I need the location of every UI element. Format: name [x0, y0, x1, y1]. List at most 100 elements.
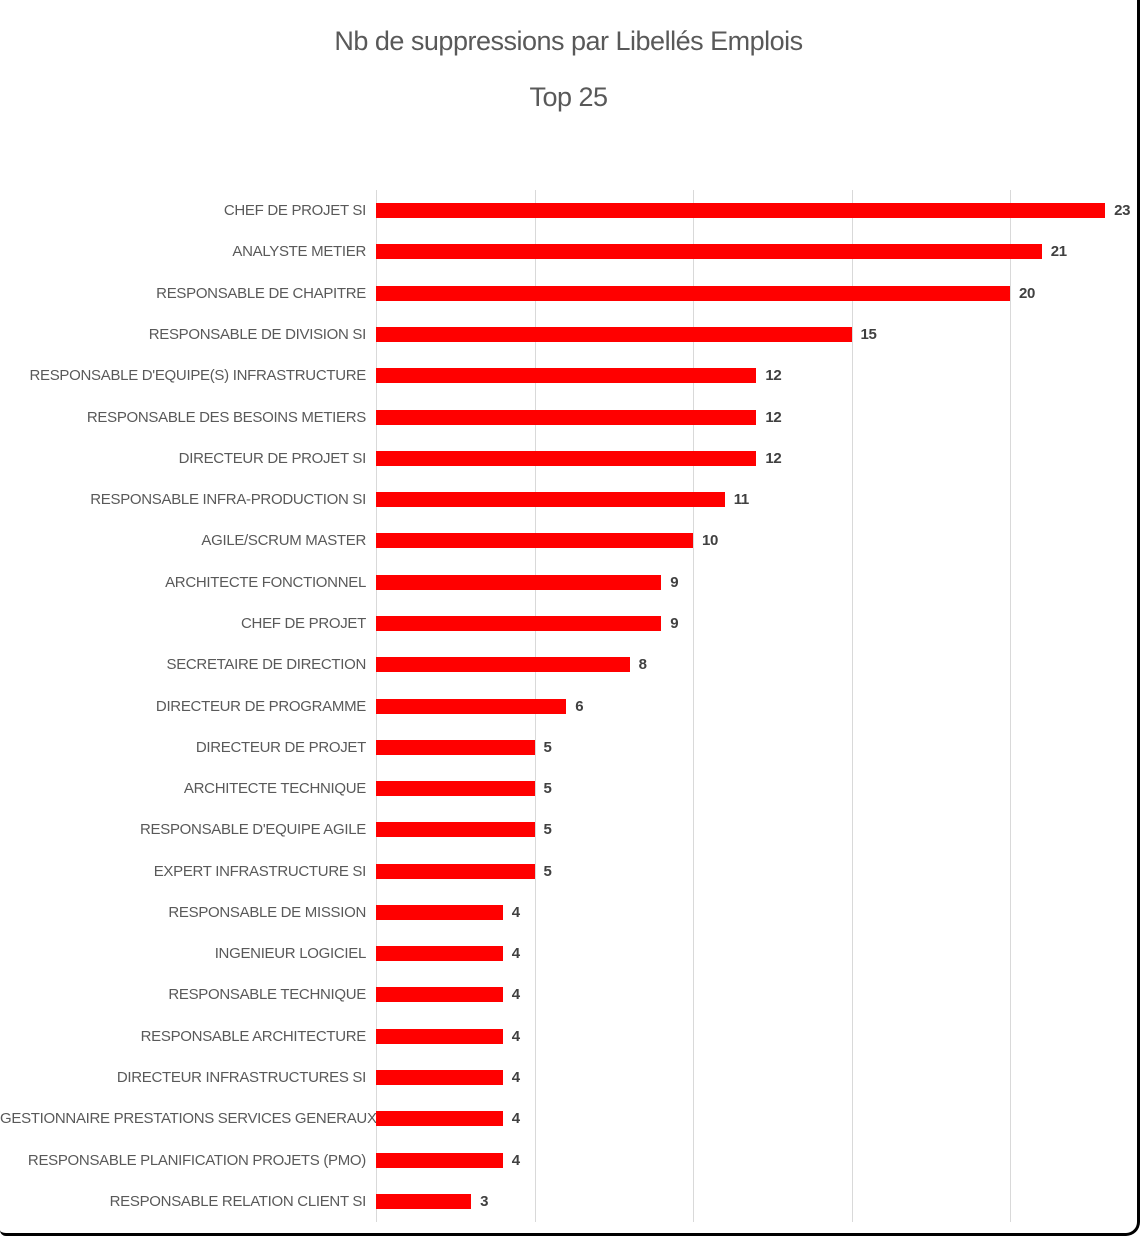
value-label: 20 — [1019, 284, 1036, 302]
bar-row: CHEF DE PROJET 9 — [0, 603, 1130, 644]
bar-row: RESPONSABLE TECHNIQUE 4 — [0, 974, 1130, 1015]
bar-row: ANALYSTE METIER 21 — [0, 231, 1130, 272]
bar-track: 4 — [376, 933, 1130, 974]
bar — [376, 698, 567, 714]
bar-row: CHEF DE PROJET SI 23 — [0, 190, 1131, 231]
bar-chart-plot-area: CHEF DE PROJET SI 23 ANALYSTE METIER 21 RESP… — [0, 190, 1130, 1222]
bar-row: RESPONSABLE INFRA-PRODUCTION SI 11 — [0, 479, 1130, 520]
bar-track: 4 — [376, 1057, 1130, 1098]
bar — [376, 574, 662, 590]
category-label: DIRECTEUR DE PROJET — [195, 738, 366, 756]
bar-track: 4 — [376, 1098, 1130, 1139]
category-label: RESPONSABLE TECHNIQUE — [168, 986, 366, 1004]
category-label: ANALYSTE METIER — [232, 243, 366, 261]
value-label: 4 — [511, 986, 520, 1004]
bar-row: AGILE/SCRUM MASTER 10 — [0, 520, 1130, 561]
bar-row: RESPONSABLE DE MISSION 4 — [0, 892, 1130, 933]
bar — [376, 1193, 472, 1209]
bar-row: GESTIONNAIRE PRESTATIONS SERVICES GENERA… — [0, 1098, 1130, 1139]
bar-track: 5 — [376, 727, 1130, 768]
value-label: 5 — [543, 862, 552, 880]
bar-track: 11 — [376, 479, 1130, 520]
bar — [376, 987, 503, 1003]
bar-row: RESPONSABLE DES BESOINS METIERS 12 — [0, 396, 1130, 437]
bar — [376, 409, 757, 425]
gridline — [693, 190, 694, 1222]
chart-subtitle: Top 25 — [529, 82, 608, 112]
value-label: 3 — [480, 1192, 489, 1210]
bar — [376, 946, 503, 962]
value-label: 11 — [733, 491, 750, 509]
value-label: 10 — [702, 532, 719, 550]
bar-rows: CHEF DE PROJET SI 23 ANALYSTE METIER 21 RESP… — [0, 190, 1130, 1222]
gridline — [851, 190, 853, 1222]
bar-track: 15 — [376, 314, 1130, 355]
category-label: RESPONSABLE DE DIVISION SI — [148, 325, 367, 343]
bar — [376, 1028, 503, 1044]
value-label: 23 — [1114, 202, 1131, 220]
bar — [376, 1070, 503, 1086]
value-label: 4 — [511, 903, 520, 921]
value-label: 4 — [511, 1151, 520, 1169]
value-label: 5 — [543, 821, 552, 839]
bar — [376, 822, 535, 838]
category-label: RESPONSABLE ARCHITECTURE — [140, 1027, 367, 1045]
bar-row: DIRECTEUR DE PROJET SI 12 — [0, 438, 1130, 479]
bar — [376, 1152, 503, 1168]
category-label: CHEF DE PROJET SI — [223, 202, 366, 220]
category-label: RESPONSABLE INFRA-PRODUCTION SI — [90, 491, 366, 509]
bar — [376, 657, 630, 673]
bar — [376, 1111, 503, 1127]
bar-row: RESPONSABLE D'EQUIPE(S) INFRASTRUCTURE 12 — [0, 355, 1130, 396]
category-label: DIRECTEUR DE PROGRAMME — [155, 697, 366, 715]
gridline — [1010, 190, 1011, 1222]
bar-track: 21 — [376, 231, 1130, 272]
value-label: 9 — [670, 573, 679, 591]
bar-row: DIRECTEUR DE PROJET 5 — [0, 727, 1130, 768]
bar — [376, 326, 852, 342]
value-label: 15 — [860, 325, 877, 343]
value-label: 6 — [575, 697, 584, 715]
value-label: 12 — [765, 449, 782, 467]
bar-track: 20 — [376, 273, 1130, 314]
bar-track: 9 — [376, 603, 1130, 644]
bar-row: ARCHITECTE FONCTIONNEL 9 — [0, 562, 1130, 603]
value-label: 12 — [765, 367, 782, 385]
bar — [376, 450, 757, 466]
value-label: 4 — [511, 945, 520, 963]
bar-row: DIRECTEUR INFRASTRUCTURES SI 4 — [0, 1057, 1130, 1098]
bar-row: RESPONSABLE RELATION CLIENT SI 3 — [0, 1181, 1130, 1222]
bar-row: RESPONSABLE ARCHITECTURE 4 — [0, 1016, 1130, 1057]
category-label: EXPERT INFRASTRUCTURE SI — [153, 862, 367, 880]
category-label: GESTIONNAIRE PRESTATIONS SERVICES GENERA… — [0, 1110, 377, 1128]
value-label: 5 — [543, 780, 552, 798]
category-label: RESPONSABLE D'EQUIPE(S) INFRASTRUCTURE — [29, 367, 366, 385]
bar-track: 5 — [376, 851, 1130, 892]
bar-track: 9 — [376, 562, 1130, 603]
value-label: 8 — [638, 656, 647, 674]
bar-row: DIRECTEUR DE PROGRAMME 6 — [0, 685, 1130, 726]
bar-track: 12 — [376, 438, 1130, 479]
bar-track: 6 — [376, 685, 1130, 726]
bar — [376, 285, 1010, 301]
category-label: ARCHITECTE FONCTIONNEL — [165, 573, 366, 591]
category-label: CHEF DE PROJET — [241, 614, 366, 632]
bar — [376, 739, 535, 755]
chart-title-block: Nb de suppressions par Libellés Emplois … — [0, 0, 1137, 113]
bar — [376, 615, 662, 631]
category-label: RESPONSABLE D'EQUIPE AGILE — [140, 821, 366, 839]
category-label: INGENIEUR LOGICIEL — [214, 945, 367, 963]
value-label: 4 — [511, 1069, 520, 1087]
bar — [376, 492, 725, 508]
value-label: 12 — [765, 408, 782, 426]
category-label: SECRETAIRE DE DIRECTION — [166, 656, 366, 674]
bar-track: 10 — [376, 520, 1130, 561]
category-label: ARCHITECTE TECHNIQUE — [183, 780, 366, 798]
bar-track: 23 — [376, 190, 1130, 231]
bar-row: RESPONSABLE PLANIFICATION PROJETS (PMO) 4 — [0, 1139, 1130, 1180]
value-label: 5 — [543, 738, 552, 756]
bar-track: 4 — [376, 1139, 1130, 1180]
chart-title: Nb de suppressions par Libellés Emplois — [334, 26, 803, 56]
category-label: RESPONSABLE DE MISSION — [168, 903, 366, 921]
